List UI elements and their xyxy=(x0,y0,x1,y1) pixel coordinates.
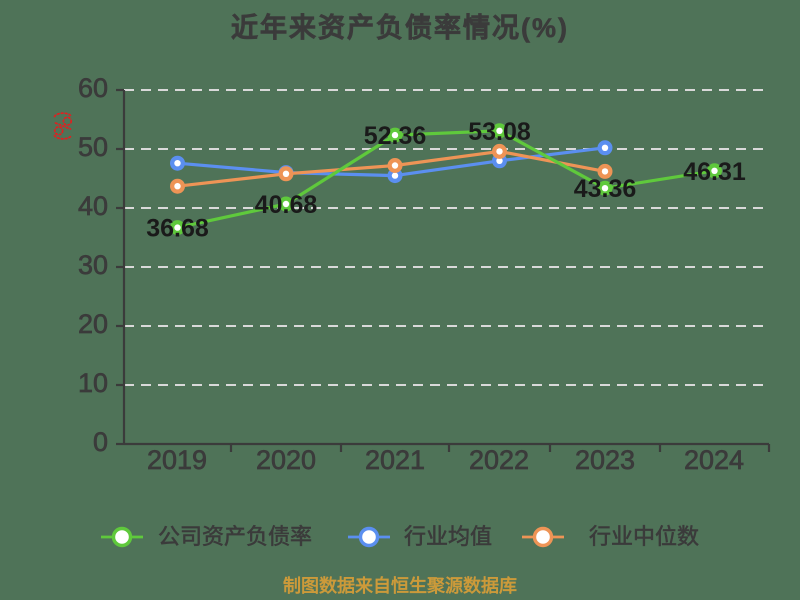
svg-text:52.36: 52.36 xyxy=(364,122,427,150)
svg-text:2019: 2019 xyxy=(147,445,207,475)
svg-text:2024: 2024 xyxy=(684,445,744,475)
svg-text:2021: 2021 xyxy=(365,445,425,475)
svg-text:50: 50 xyxy=(78,132,108,162)
svg-text:60: 60 xyxy=(78,73,108,103)
svg-text:2022: 2022 xyxy=(469,445,529,475)
svg-text:30: 30 xyxy=(78,250,108,280)
svg-text:行业中位数: 行业中位数 xyxy=(589,524,699,549)
svg-text:53.08: 53.08 xyxy=(468,118,531,146)
svg-text:公司资产负债率: 公司资产负债率 xyxy=(158,524,312,549)
svg-text:43.36: 43.36 xyxy=(574,175,637,203)
svg-text:10: 10 xyxy=(78,368,108,398)
svg-text:0: 0 xyxy=(93,427,108,457)
svg-text:20: 20 xyxy=(78,309,108,339)
svg-text:2023: 2023 xyxy=(575,445,635,475)
svg-text:40.68: 40.68 xyxy=(255,191,318,219)
svg-text:36.68: 36.68 xyxy=(146,215,209,243)
svg-text:46.31: 46.31 xyxy=(683,158,746,186)
svg-text:2020: 2020 xyxy=(256,445,316,475)
svg-text:行业均值: 行业均值 xyxy=(404,524,492,549)
svg-text:40: 40 xyxy=(78,191,108,221)
